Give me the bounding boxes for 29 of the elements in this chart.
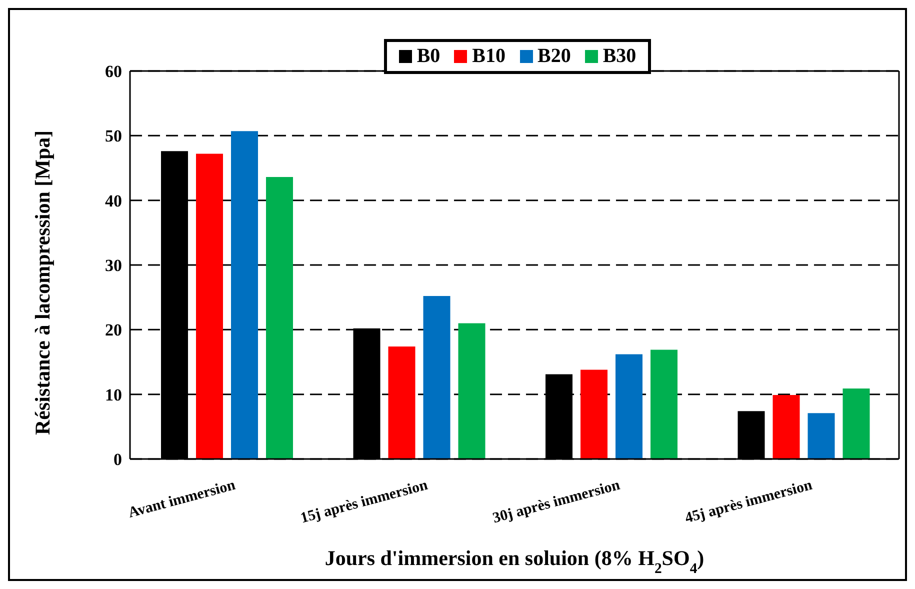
bar — [231, 131, 258, 459]
y-axis-title: Résistance à lacompression [Mpa] — [30, 130, 54, 435]
y-tick-label: 30 — [105, 256, 122, 276]
x-tick-label: 15j après immersion — [298, 477, 430, 527]
bar — [266, 177, 293, 459]
bar — [423, 296, 450, 459]
bar — [388, 346, 416, 459]
y-tick-label: 50 — [105, 126, 122, 146]
bar — [842, 388, 870, 459]
bar — [580, 370, 608, 459]
bar — [458, 323, 486, 459]
y-tick-label: 0 — [114, 450, 122, 470]
legend-label: B10 — [471, 45, 506, 68]
legend-label: B20 — [536, 45, 571, 68]
bar — [808, 413, 835, 459]
legend-label: B0 — [416, 45, 440, 68]
bar — [616, 354, 642, 459]
x-tick-label: 45j après immersion — [683, 477, 815, 527]
x-tick-label: Avant immersion — [126, 477, 238, 522]
y-tick-label: 20 — [105, 320, 122, 340]
bar — [772, 394, 800, 459]
y-tick-label: 60 — [105, 62, 122, 82]
x-tick-label: 30j après immersion — [491, 477, 622, 527]
y-tick-label: 40 — [105, 191, 122, 210]
legend-label: B30 — [602, 45, 636, 68]
x-axis-title: Jours d'immersion en soluion (8% H$_{2}$SO$_{4}$) — [324, 546, 704, 577]
bar — [650, 350, 678, 459]
y-tick-label: 10 — [105, 385, 122, 404]
bar — [196, 154, 223, 459]
